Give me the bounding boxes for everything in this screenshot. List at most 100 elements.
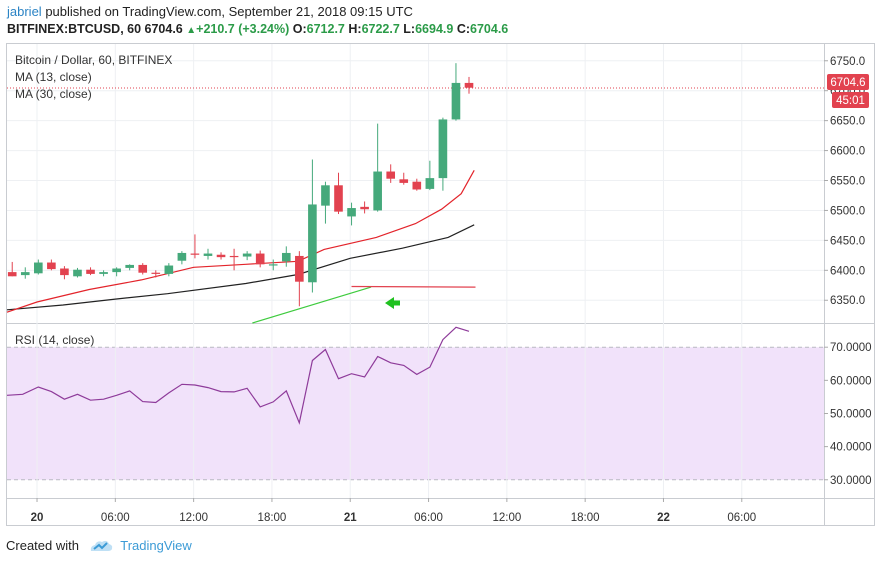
candle-body [255,253,265,265]
candle-body [190,253,200,255]
candle-down [399,172,409,185]
chart-frame [6,43,875,526]
candle-body [151,272,161,274]
countdown-tag [832,92,869,108]
x-tick-label: 12:00 [492,512,521,524]
price-tick-label: 6750.0 [830,56,865,68]
candle-down [60,266,69,280]
candle-down [334,172,343,215]
candle-body [386,171,396,179]
x-tick-label: 06:00 [101,512,130,524]
candle-body [99,272,108,274]
candle-up [321,181,330,224]
candle-body [308,204,317,283]
candle-body [73,269,82,277]
candle-body [47,262,56,270]
candle-up [177,251,187,265]
candle-up [451,63,461,121]
ma13-legend[interactable]: MA (13, close) [15,70,92,84]
candle-down [216,252,226,260]
close-value: 6704.6 [470,22,509,36]
candle-down [190,234,200,259]
rsi-tick-label: 40.0000 [830,442,872,454]
candle-body [360,206,369,210]
candle-body [464,82,474,88]
price-tick-label: 6600.0 [830,146,865,158]
x-tick-label: 18:00 [258,512,287,524]
publish-line: jabriel published on TradingView.com, Se… [7,4,413,19]
candle-body [112,268,121,273]
candle-body [334,185,343,212]
rsi-tick-label: 60.0000 [830,375,872,387]
rsi-tick-label: 70.0000 [830,342,872,354]
symbol-label: BITFINEX:BTCUSD, 60 [7,22,142,36]
candle-up [425,160,435,191]
candle-up [73,267,82,278]
x-tick-label: 12:00 [179,512,208,524]
ohlc-line: BITFINEX:BTCUSD, 60 6704.6 ▲+210.7 (+3.2… [7,22,508,36]
candle-up [281,246,291,267]
candle-up [203,248,213,260]
candle-down [138,263,148,275]
rsi-line [6,326,470,425]
candle-body [321,185,330,206]
last-price: 6704.6 [144,22,183,36]
price-tick-label: 6500.0 [830,205,865,217]
candle-down [295,251,304,307]
candle-down [151,270,161,278]
candle-down [255,250,265,268]
candle-body [125,264,134,268]
candle-body [438,119,448,179]
candle-down [386,164,396,183]
price-tick-label: 6650.0 [830,116,865,128]
x-tick-label: 20 [31,512,44,524]
candle-body [20,272,30,276]
candle-body [451,82,461,120]
up-arrow-icon: ▲ [186,25,197,36]
price-tick-label: 6350.0 [830,295,865,307]
candle-body [203,253,213,256]
candle-body [138,264,148,273]
last-price-tag [827,74,869,90]
candle-down [86,267,95,276]
candle-down [412,178,422,191]
rsi-legend[interactable]: RSI (14, close) [15,333,95,347]
author-link[interactable]: jabriel [7,4,42,19]
trendline[interactable] [252,286,372,324]
candle-up [99,270,108,277]
x-tick-label: 18:00 [571,512,600,524]
candle-body [295,255,304,282]
open-value: 6712.7 [306,22,345,36]
resistance-line[interactable] [351,285,476,288]
candle-body [60,268,69,276]
candle-body [177,252,187,261]
footer: Created with TradingView [6,538,192,553]
candle-up [242,251,252,261]
candle-body [399,179,409,183]
ma13-line [6,170,475,313]
chart-title: Bitcoin / Dollar, 60, BITFINEX [15,53,173,67]
candle-body [281,252,291,262]
candle-down [464,76,474,94]
candle-body [242,253,252,257]
candle-down [7,261,17,277]
candle-up [125,264,134,271]
close-label: C: [456,22,471,36]
last-price-tag-text: 6704.6 [830,77,865,89]
x-tick-label: 22 [657,512,670,524]
candle-body [229,255,239,258]
rsi-tick-label: 50.0000 [830,408,872,420]
candle-body [86,269,95,274]
high-value: 6722.7 [361,22,400,36]
candle-body [373,171,382,211]
candle-up [347,202,356,226]
candle-up [438,117,448,191]
tradingview-link[interactable]: TradingView [120,538,192,553]
ma30-legend[interactable]: MA (30, close) [15,87,92,101]
candle-down [47,259,56,271]
candle-body [347,208,356,217]
x-tick-label: 06:00 [727,512,756,524]
candle-down [360,201,369,214]
change-value: +210.7 (+3.24%) [196,22,290,36]
